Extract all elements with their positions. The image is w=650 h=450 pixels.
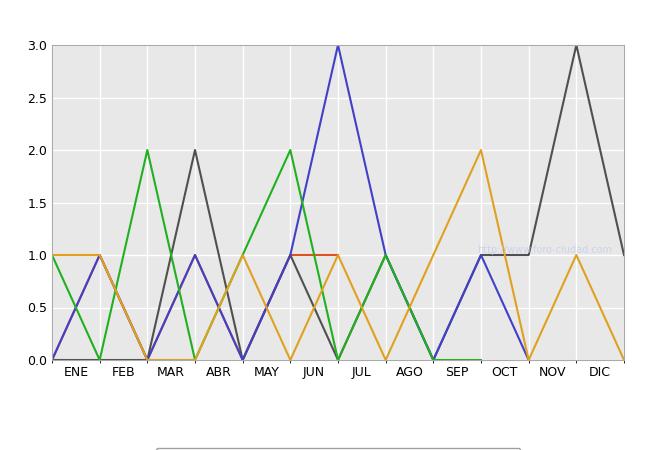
Text: Matriculaciones de Vehiculos en Mozárbez: Matriculaciones de Vehiculos en Mozárbez — [150, 11, 500, 29]
Text: http://www.foro-ciudad.com: http://www.foro-ciudad.com — [478, 245, 612, 255]
Legend: 2024, 2023, 2022, 2021, 2020: 2024, 2023, 2022, 2021, 2020 — [156, 448, 520, 450]
